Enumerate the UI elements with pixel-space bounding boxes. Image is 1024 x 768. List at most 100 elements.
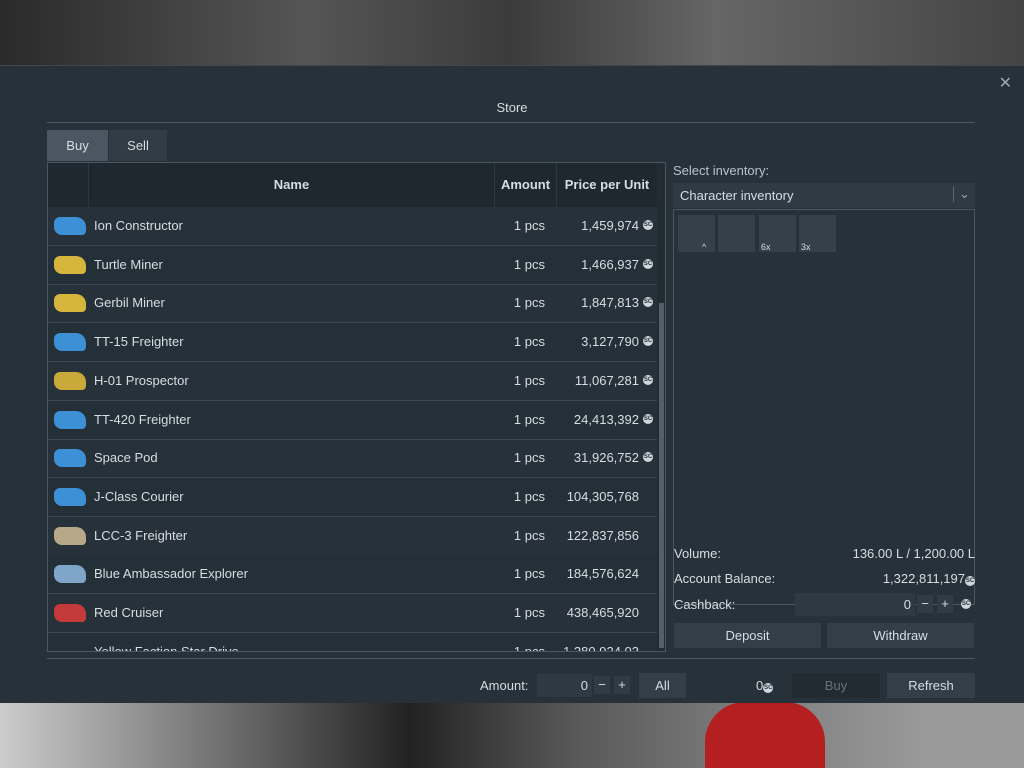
item-price: 184,576,624	[566, 566, 639, 582]
table-row[interactable]: TT-420 Freighter 1 pcs 24,413,392 SC	[48, 400, 657, 440]
item-price: 1,847,813	[581, 295, 639, 311]
amount-input[interactable]: 0	[537, 674, 592, 697]
item-price: 11,067,281	[574, 372, 639, 388]
space-credit-icon: SC	[643, 220, 653, 230]
item-amount: 1 pcs	[513, 527, 545, 543]
cashback-minus-button[interactable]: −	[917, 595, 933, 613]
balance-label: Account Balance:	[674, 571, 776, 586]
item-amount: 1 pcs	[513, 334, 545, 350]
item-price: 104,305,768	[566, 488, 639, 504]
space-credit-icon: SC	[961, 599, 971, 609]
space-credit-icon: SC	[643, 374, 653, 385]
item-price: 438,465,920	[566, 605, 639, 620]
table-row[interactable]: Yellow Faction Star Drive 1 pcs 1,280,924,…	[48, 632, 657, 652]
item-name: Space Pod	[94, 450, 158, 466]
table-row[interactable]: Turtle Miner 1 pcs 1,466,937 SC	[48, 245, 657, 285]
header-amount[interactable]: Amount	[494, 163, 556, 207]
grinder-icon[interactable]	[718, 215, 755, 252]
item-name: LCC-3 Freighter	[94, 527, 188, 543]
scrollbar[interactable]	[657, 163, 665, 651]
welder-icon[interactable]: ^	[678, 215, 715, 252]
item-price: 1,466,937	[581, 256, 639, 272]
item-price: 122,837,856	[566, 527, 639, 543]
item-price: 1,280,924,03	[563, 643, 639, 652]
space-credit-icon: SC	[763, 683, 774, 693]
item-name: J-Class Courier	[94, 488, 184, 504]
buy-button[interactable]: Buy	[792, 673, 880, 698]
item-amount: 1 pcs	[513, 450, 545, 466]
component-icon[interactable]: 6x	[759, 215, 796, 252]
table-row[interactable]: TT-15 Freighter 1 pcs 3,127,790 SC	[48, 323, 657, 363]
table-row[interactable]: Ion Constructor 1 pcs 1,459,974 SC	[48, 207, 657, 246]
cashback-plus-button[interactable]: +	[937, 595, 953, 613]
item-price: 1,459,974	[581, 218, 639, 233]
item-amount: 1 pcs	[513, 295, 545, 311]
ship-icon	[54, 604, 86, 622]
item-price: 24,413,392	[573, 411, 639, 427]
table-row[interactable]: Space Pod 1 pcs 31,926,752 SC	[48, 439, 657, 479]
volume-label: Volume:	[674, 546, 721, 561]
ship-icon	[54, 410, 86, 429]
space-credit-icon: SC	[965, 576, 975, 586]
scrollbar-thumb[interactable]	[659, 303, 664, 648]
inventory-dropdown[interactable]: Character inventory ⌄	[673, 183, 975, 208]
total-price: 0SC	[756, 678, 774, 693]
cashback-input[interactable]: 0	[795, 593, 915, 616]
item-amount: 1 pcs	[513, 411, 545, 427]
ship-icon	[54, 333, 86, 352]
item-name: Turtle Miner	[94, 256, 163, 272]
balance-amount: 1,322,811,197	[882, 571, 965, 586]
ship-icon	[54, 371, 86, 390]
amount-minus-button[interactable]: −	[594, 676, 610, 694]
game-background-bottom	[0, 702, 1024, 768]
table-row[interactable]: Red Cruiser 1 pcs 438,465,920	[48, 594, 657, 633]
volume-value: 136.00 L / 1,200.00 L	[852, 546, 975, 561]
item-amount: 1 pcs	[513, 566, 545, 582]
amount-plus-button[interactable]: +	[614, 676, 630, 694]
item-name: TT-15 Freighter	[94, 334, 184, 350]
item-name: Gerbil Miner	[94, 295, 165, 311]
store-table: Name Amount Price per Unit Ion Construct…	[47, 162, 666, 652]
tab-buy[interactable]: Buy	[47, 130, 108, 161]
store-window: ✕ Store Buy Sell Name Amount Price per U…	[0, 65, 1024, 703]
cashback-label: Cashback:	[674, 597, 736, 612]
ship-icon	[54, 294, 86, 313]
all-button[interactable]: All	[639, 673, 686, 698]
tab-sell[interactable]: Sell	[109, 130, 167, 161]
ship-icon	[54, 487, 86, 506]
space-credit-icon: SC	[643, 297, 653, 308]
table-row[interactable]: H-01 Prospector 1 pcs 11,067,281 SC	[48, 362, 657, 401]
balance-value: 1,322,811,197SC	[883, 571, 975, 586]
item-amount: 1 pcs	[513, 488, 545, 504]
header-price[interactable]: Price per Unit	[556, 163, 657, 207]
divider	[47, 122, 975, 123]
close-icon[interactable]: ✕	[998, 75, 1012, 92]
game-background-top	[0, 0, 1024, 66]
table-row[interactable]: Blue Ambassador Explorer 1 pcs 184,576,624	[48, 555, 657, 595]
select-inventory-label: Select inventory:	[673, 163, 770, 178]
inventory-grid: ^ 6x 3x	[673, 209, 975, 605]
ship-icon	[54, 217, 86, 235]
space-credit-icon: SC	[643, 336, 653, 347]
amount-label: Amount:	[480, 678, 529, 693]
ship-icon	[54, 565, 86, 584]
table-row[interactable]: Gerbil Miner 1 pcs 1,847,813 SC	[48, 284, 657, 324]
ship-icon	[54, 255, 86, 274]
item-amount: 1 pcs	[513, 605, 545, 620]
container-icon[interactable]: 3x	[799, 215, 836, 252]
ship-icon	[54, 449, 86, 468]
table-row[interactable]: LCC-3 Freighter 1 pcs 122,837,856	[48, 517, 657, 556]
refresh-button[interactable]: Refresh	[887, 673, 975, 698]
ship-icon	[54, 526, 86, 545]
deposit-button[interactable]: Deposit	[674, 623, 821, 648]
header-name[interactable]: Name	[88, 163, 494, 207]
table-row[interactable]: J-Class Courier 1 pcs 104,305,768	[48, 477, 657, 517]
total-amount: 0	[756, 678, 764, 693]
item-price: 3,127,790	[581, 334, 639, 350]
withdraw-button[interactable]: Withdraw	[827, 623, 974, 648]
item-amount: 1 pcs	[513, 218, 545, 233]
space-credit-icon: SC	[643, 452, 653, 463]
item-price: 31,926,752	[573, 450, 639, 466]
item-amount: 1 pcs	[513, 372, 545, 388]
chevron-down-icon: ⌄	[953, 186, 975, 202]
